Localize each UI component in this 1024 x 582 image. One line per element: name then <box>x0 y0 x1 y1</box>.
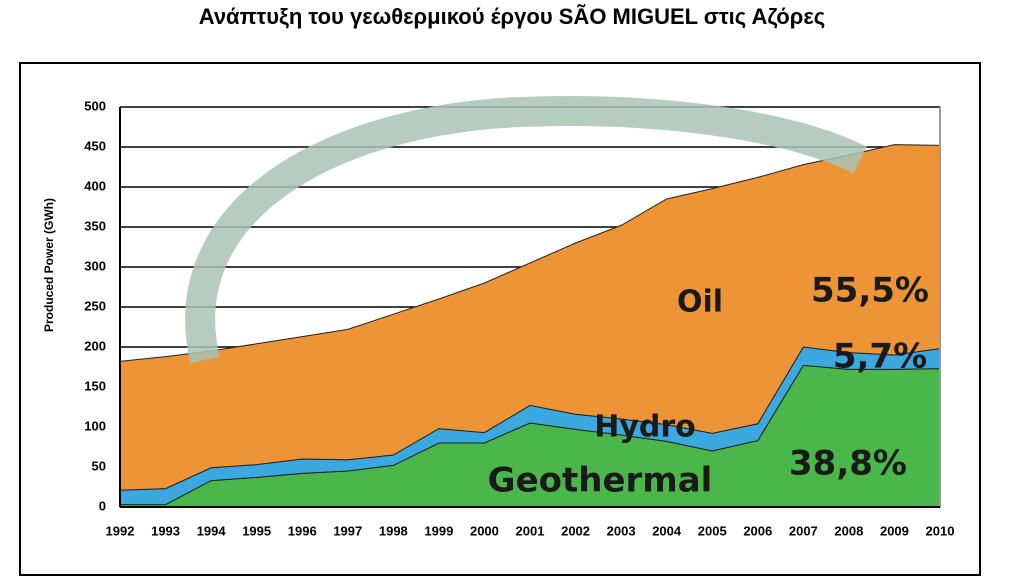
x-tick-label: 2004 <box>652 523 682 538</box>
logo-swirl <box>185 96 867 364</box>
x-tick-label: 2001 <box>516 523 545 538</box>
y-tick-label: 450 <box>84 138 106 153</box>
y-tick-label: 250 <box>84 298 106 313</box>
y-tick-label: 400 <box>84 178 106 193</box>
x-tick-label: 1993 <box>151 523 180 538</box>
series-label: Hydro <box>594 410 696 445</box>
chart-title: Ανάπτυξη του γεωθερμικού έργου SÃO MIGUE… <box>199 4 825 29</box>
y-tick-label: 0 <box>99 498 106 513</box>
y-tick-label: 350 <box>84 218 106 233</box>
x-tick-label: 2006 <box>743 523 772 538</box>
share-label: 38,8% <box>789 444 907 484</box>
x-tick-label: 1996 <box>288 523 317 538</box>
x-tick-label: 1994 <box>197 523 227 538</box>
series-label: Oil <box>677 285 723 320</box>
x-tick-label: 1995 <box>242 523 271 538</box>
x-tick-label: 2003 <box>607 523 636 538</box>
y-tick-label: 50 <box>92 458 106 473</box>
x-tick-label: 2010 <box>926 523 955 538</box>
y-tick-label: 200 <box>84 338 106 353</box>
share-label: 55,5% <box>811 271 929 311</box>
x-tick-label: 1997 <box>333 523 362 538</box>
y-tick-label: 100 <box>84 418 106 433</box>
x-tick-label: 1998 <box>379 523 408 538</box>
y-axis-label: Produced Power (GWh) <box>42 198 56 332</box>
series-label: Geothermal <box>488 461 713 501</box>
x-tick-label: 2002 <box>561 523 590 538</box>
x-tick-label: 2000 <box>470 523 499 538</box>
x-tick-label: 2009 <box>880 523 909 538</box>
x-tick-label: 1999 <box>424 523 453 538</box>
y-tick-label: 150 <box>84 378 106 393</box>
y-tick-label: 300 <box>84 258 106 273</box>
x-tick-label: 2005 <box>698 523 727 538</box>
x-tick-label: 2007 <box>789 523 818 538</box>
y-tick-label: 500 <box>84 98 106 113</box>
share-label: 5,7% <box>833 337 927 377</box>
frame <box>19 62 981 576</box>
x-tick-label: 2008 <box>834 523 863 538</box>
x-tick-label: 1992 <box>106 523 135 538</box>
